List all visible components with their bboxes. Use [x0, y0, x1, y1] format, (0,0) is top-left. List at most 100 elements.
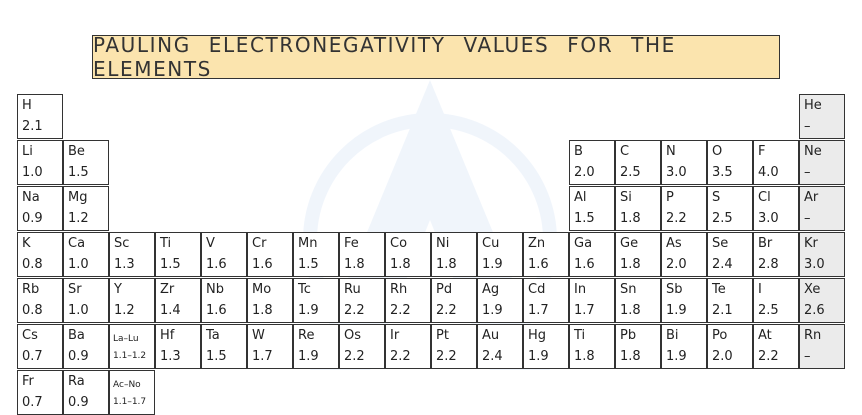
- element-symbol: Tc: [298, 282, 311, 297]
- element-cell: Si 1.8: [615, 186, 661, 231]
- element-electronegativity: 1.8: [620, 349, 641, 364]
- element-symbol: Sb: [666, 282, 683, 297]
- element-electronegativity: 0.9: [68, 349, 89, 364]
- element-electronegativity: 3.5: [712, 165, 733, 180]
- element-electronegativity: 2.8: [758, 257, 779, 272]
- element-cell: Rb 0.8: [17, 278, 63, 323]
- element-cell: Ag 1.9: [477, 278, 523, 323]
- element-electronegativity: 1.7: [252, 349, 273, 364]
- element-symbol: Mn: [298, 236, 318, 251]
- element-cell: Al 1.5: [569, 186, 615, 231]
- element-electronegativity: 2.2: [390, 303, 411, 318]
- element-electronegativity: 1.8: [574, 349, 595, 364]
- element-cell: Ti 1.5: [155, 232, 201, 277]
- element-electronegativity: 1.7: [574, 303, 595, 318]
- element-symbol: As: [666, 236, 682, 251]
- element-symbol: Ti: [160, 236, 172, 251]
- element-cell: Ni 1.8: [431, 232, 477, 277]
- element-electronegativity: 1.5: [68, 165, 89, 180]
- element-cell: Ne –: [799, 140, 845, 185]
- element-symbol: Ar: [804, 190, 819, 205]
- element-electronegativity: 1.6: [574, 257, 595, 272]
- element-cell: Ga 1.6: [569, 232, 615, 277]
- element-cell: Ac–No 1.1–1.7: [109, 370, 155, 415]
- element-electronegativity: –: [804, 349, 811, 364]
- element-electronegativity: 3.0: [666, 165, 687, 180]
- element-cell: B 2.0: [569, 140, 615, 185]
- element-cell: Fe 1.8: [339, 232, 385, 277]
- element-symbol: Hg: [528, 328, 547, 343]
- element-symbol: Ir: [390, 328, 400, 343]
- element-electronegativity: 1.8: [620, 257, 641, 272]
- element-symbol: Ru: [344, 282, 361, 297]
- element-cell: Rh 2.2: [385, 278, 431, 323]
- element-cell: Au 2.4: [477, 324, 523, 369]
- element-symbol: Re: [298, 328, 315, 343]
- element-symbol: Ac–No: [113, 380, 141, 390]
- element-cell: Y 1.2: [109, 278, 155, 323]
- element-electronegativity: 1.0: [68, 303, 89, 318]
- element-electronegativity: 0.9: [68, 395, 89, 410]
- element-cell: Ba 0.9: [63, 324, 109, 369]
- element-cell: Bi 1.9: [661, 324, 707, 369]
- element-cell: He –: [799, 94, 845, 139]
- element-symbol: S: [712, 190, 721, 205]
- element-cell: Hg 1.9: [523, 324, 569, 369]
- element-symbol: Cu: [482, 236, 500, 251]
- element-symbol: Po: [712, 328, 728, 343]
- element-cell: Hf 1.3: [155, 324, 201, 369]
- element-cell: K 0.8: [17, 232, 63, 277]
- element-symbol: Ge: [620, 236, 639, 251]
- element-symbol: Fr: [22, 374, 34, 389]
- element-cell: Ir 2.2: [385, 324, 431, 369]
- element-symbol: Te: [712, 282, 726, 297]
- element-cell: Sb 1.9: [661, 278, 707, 323]
- element-symbol: Ba: [68, 328, 85, 343]
- element-symbol: Sn: [620, 282, 637, 297]
- element-symbol: Si: [620, 190, 632, 205]
- element-symbol: P: [666, 190, 674, 205]
- element-symbol: Mg: [68, 190, 88, 205]
- page-title: PAULING ELECTRONEGATIVITY VALUES FOR THE…: [92, 33, 780, 81]
- element-symbol: I: [758, 282, 762, 297]
- element-electronegativity: 1.8: [344, 257, 365, 272]
- element-electronegativity: 1.9: [482, 303, 503, 318]
- element-symbol: K: [22, 236, 31, 251]
- element-electronegativity: 2.0: [666, 257, 687, 272]
- element-electronegativity: 1.1–1.7: [113, 397, 147, 407]
- element-symbol: V: [206, 236, 215, 251]
- element-symbol: O: [712, 144, 723, 159]
- element-electronegativity: 2.2: [436, 303, 457, 318]
- element-cell: Cl 3.0: [753, 186, 799, 231]
- element-electronegativity: 2.2: [344, 303, 365, 318]
- element-symbol: Ca: [68, 236, 86, 251]
- element-electronegativity: 2.2: [344, 349, 365, 364]
- element-electronegativity: 2.0: [574, 165, 595, 180]
- element-symbol: Os: [344, 328, 362, 343]
- element-electronegativity: 2.5: [712, 211, 733, 226]
- element-symbol: F: [758, 144, 766, 159]
- element-cell: Cd 1.7: [523, 278, 569, 323]
- element-electronegativity: –: [804, 211, 811, 226]
- element-symbol: He: [804, 98, 822, 113]
- element-cell: Po 2.0: [707, 324, 753, 369]
- element-symbol: Ta: [206, 328, 220, 343]
- element-cell: Ar –: [799, 186, 845, 231]
- element-electronegativity: 0.7: [22, 349, 43, 364]
- element-symbol: Cr: [252, 236, 267, 251]
- element-cell: At 2.2: [753, 324, 799, 369]
- element-symbol: La–Lu: [113, 334, 139, 344]
- element-electronegativity: 1.6: [206, 257, 227, 272]
- element-symbol: Pt: [436, 328, 449, 343]
- element-electronegativity: 1.6: [206, 303, 227, 318]
- element-symbol: Cd: [528, 282, 546, 297]
- element-electronegativity: 1.2: [68, 211, 89, 226]
- element-cell: W 1.7: [247, 324, 293, 369]
- element-electronegativity: 0.7: [22, 395, 43, 410]
- element-electronegativity: 2.5: [758, 303, 779, 318]
- element-cell: Cs 0.7: [17, 324, 63, 369]
- element-symbol: Mo: [252, 282, 272, 297]
- element-electronegativity: 1.5: [206, 349, 227, 364]
- element-symbol: Sr: [68, 282, 82, 297]
- element-electronegativity: 1.2: [114, 303, 135, 318]
